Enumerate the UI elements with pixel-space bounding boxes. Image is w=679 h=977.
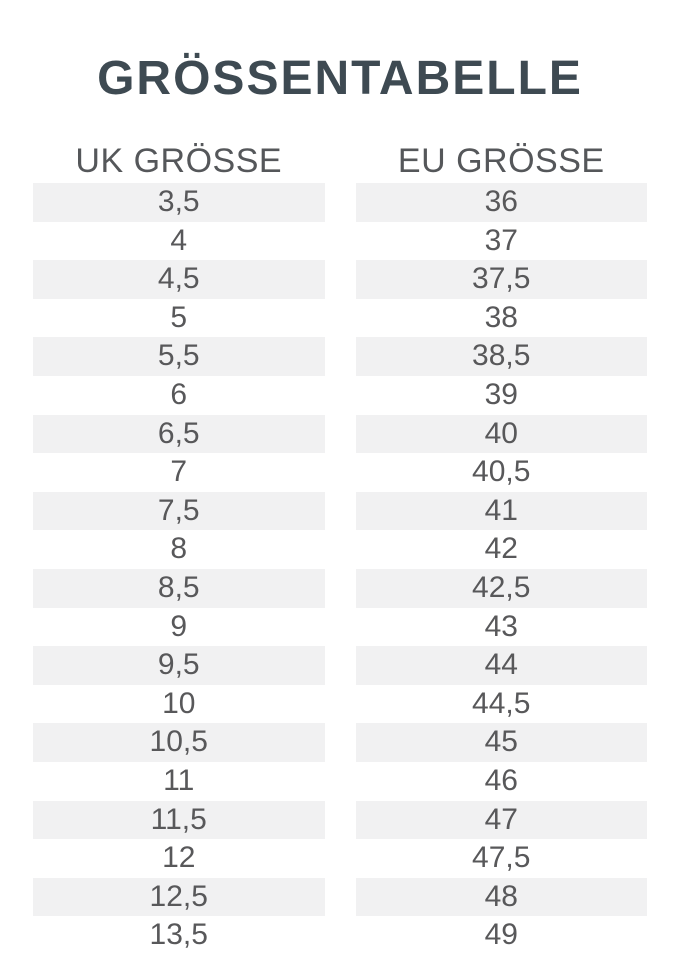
uk-size-cell: 11,5 (33, 800, 325, 840)
eu-size-cell: 40 (355, 414, 647, 454)
uk-size-cell: 12 (162, 841, 196, 875)
eu-size-cell: 42,5 (355, 568, 647, 608)
column-header-eu-groesse: EU GRÖSSE (397, 142, 605, 180)
eu-size-cell: 47,5 (472, 841, 531, 875)
uk-size-cell: 4,5 (33, 260, 325, 299)
uk-size-cell: 9,5 (33, 646, 325, 685)
table-row: 13,5 49 (33, 916, 647, 955)
size-table-body: 3,5 36 4 37 4,5 37,5 5 38 5,5 38,5 6 39 6,5 40 7 40,5 7,… (33, 183, 647, 955)
table-row: 8 42 (33, 530, 647, 569)
table-row: 8,5 42,5 (33, 568, 647, 608)
eu-size-cell: 48 (355, 877, 647, 917)
table-row: 12 47,5 (33, 839, 647, 878)
eu-size-cell: 41 (355, 491, 647, 531)
uk-size-cell: 13,5 (149, 918, 208, 952)
uk-size-cell: 7 (170, 455, 188, 489)
eu-size-cell: 37,5 (355, 260, 647, 299)
uk-size-cell: 3,5 (33, 183, 325, 222)
eu-size-cell: 46 (484, 763, 518, 797)
eu-size-cell: 38,5 (355, 337, 647, 376)
column-header-uk-groesse: UK GRÖSSE (75, 142, 283, 180)
eu-size-cell: 39 (484, 377, 518, 411)
eu-size-cell: 37 (484, 223, 518, 257)
uk-size-cell: 8 (170, 532, 188, 566)
table-row: 5 38 (33, 299, 647, 338)
table-row: 3,5 36 (33, 183, 647, 222)
eu-size-cell: 43 (484, 609, 518, 643)
uk-size-cell: 10 (162, 686, 196, 720)
uk-size-cell: 5,5 (33, 337, 325, 376)
eu-size-cell: 44 (355, 646, 647, 685)
table-row: 10,5 45 (33, 723, 647, 762)
eu-size-cell: 40,5 (472, 455, 531, 489)
table-row: 4 37 (33, 222, 647, 261)
table-row: 6,5 40 (33, 414, 647, 454)
uk-size-cell: 7,5 (33, 491, 325, 531)
uk-size-cell: 12,5 (33, 877, 325, 917)
eu-size-cell: 44,5 (472, 686, 531, 720)
uk-size-cell: 9 (170, 609, 188, 643)
eu-size-cell: 36 (355, 183, 647, 222)
uk-size-cell: 4 (170, 223, 188, 257)
eu-size-cell: 38 (484, 300, 518, 334)
uk-size-cell: 10,5 (33, 723, 325, 762)
table-row: 10 44,5 (33, 685, 647, 724)
page-title: GRÖSSENTABELLE (97, 52, 583, 105)
eu-size-cell: 45 (355, 723, 647, 762)
table-row: 5,5 38,5 (33, 337, 647, 376)
table-row: 7,5 41 (33, 491, 647, 531)
eu-size-cell: 49 (484, 918, 518, 952)
uk-size-cell: 11 (163, 763, 195, 797)
table-row: 4,5 37,5 (33, 260, 647, 299)
table-row: 11 46 (33, 762, 647, 801)
table-header-row: UK GRÖSSE EU GRÖSSE (33, 143, 647, 180)
uk-size-cell: 5 (170, 300, 188, 334)
eu-size-cell: 47 (355, 800, 647, 840)
uk-size-cell: 6,5 (33, 414, 325, 454)
table-row: 9,5 44 (33, 646, 647, 685)
table-row: 11,5 47 (33, 800, 647, 840)
table-row: 12,5 48 (33, 877, 647, 917)
table-row: 9 43 (33, 608, 647, 647)
eu-size-cell: 42 (484, 532, 518, 566)
uk-size-cell: 8,5 (33, 568, 325, 608)
table-row: 6 39 (33, 376, 647, 415)
uk-size-cell: 6 (170, 377, 188, 411)
table-row: 7 40,5 (33, 453, 647, 492)
